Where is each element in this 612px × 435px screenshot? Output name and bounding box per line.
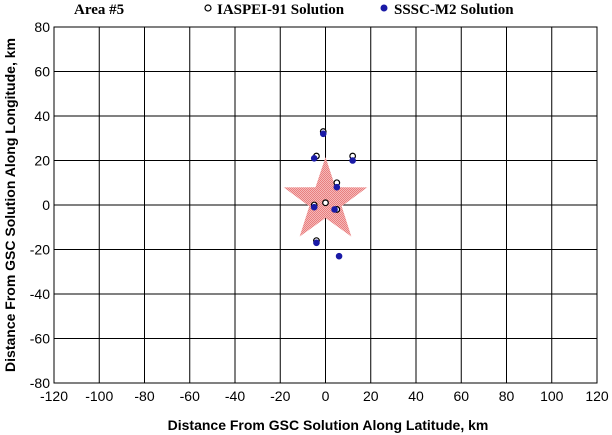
point-sssc bbox=[349, 157, 356, 164]
legend-label-sssc: SSSC-M2 Solution bbox=[394, 2, 514, 18]
y-tick-labels: -80 -60 -40 -20 0 20 40 60 80 bbox=[30, 19, 50, 391]
reference-star bbox=[283, 157, 368, 237]
x-tick-label: -40 bbox=[225, 388, 245, 404]
point-iaspei bbox=[322, 199, 329, 207]
y-tick-label: 40 bbox=[34, 108, 50, 124]
plot-frame bbox=[53, 26, 598, 384]
x-tick-label: 120 bbox=[585, 388, 609, 404]
x-tick-label: 20 bbox=[363, 388, 379, 404]
x-tick-label: 0 bbox=[322, 388, 330, 404]
point-sssc bbox=[313, 239, 320, 247]
y-tick-label: 0 bbox=[42, 197, 50, 213]
legend: IASPEI-91 Solution SSSC-M2 Solution bbox=[204, 2, 514, 18]
x-tick-label: 100 bbox=[540, 388, 564, 404]
x-tick-label: 40 bbox=[408, 388, 424, 404]
y-tick-label: 20 bbox=[34, 153, 50, 169]
point-sssc bbox=[310, 203, 318, 211]
point-sssc bbox=[331, 206, 338, 213]
y-tick-label: 80 bbox=[34, 19, 50, 35]
x-tick-label: -100 bbox=[85, 388, 113, 404]
x-tick-label: -120 bbox=[40, 388, 68, 404]
point-sssc bbox=[333, 183, 341, 191]
point-sssc bbox=[319, 130, 327, 138]
x-axis-title: Distance From GSC Solution Along Latitud… bbox=[168, 417, 489, 433]
x-tick-label: -80 bbox=[134, 388, 154, 404]
reference-star-shape bbox=[283, 157, 368, 237]
x-tick-label: 60 bbox=[453, 388, 469, 404]
x-tick-label: 80 bbox=[499, 388, 515, 404]
point-sssc bbox=[310, 154, 318, 162]
legend-filled-circle-marker bbox=[380, 4, 388, 12]
y-tick-label: -60 bbox=[30, 331, 50, 347]
y-tick-label: -40 bbox=[30, 286, 50, 302]
y-tick-label: -20 bbox=[30, 242, 50, 258]
y-tick-label: -80 bbox=[30, 375, 50, 391]
legend-label-iaspei: IASPEI-91 Solution bbox=[217, 2, 345, 18]
data-points bbox=[310, 128, 357, 260]
chart-title: Area #5 bbox=[74, 2, 124, 18]
legend-open-circle-marker bbox=[204, 4, 212, 12]
point-sssc bbox=[335, 252, 343, 260]
x-tick-label: -20 bbox=[270, 388, 290, 404]
x-tick-labels: -120 -100 -80 -60 -40 -20 0 20 40 60 80 100 120 bbox=[40, 388, 609, 404]
x-tick-label: -60 bbox=[180, 388, 200, 404]
y-tick-label: 60 bbox=[34, 64, 50, 80]
y-axis-title: Distance From GSC Solution Along Longitu… bbox=[2, 38, 18, 372]
